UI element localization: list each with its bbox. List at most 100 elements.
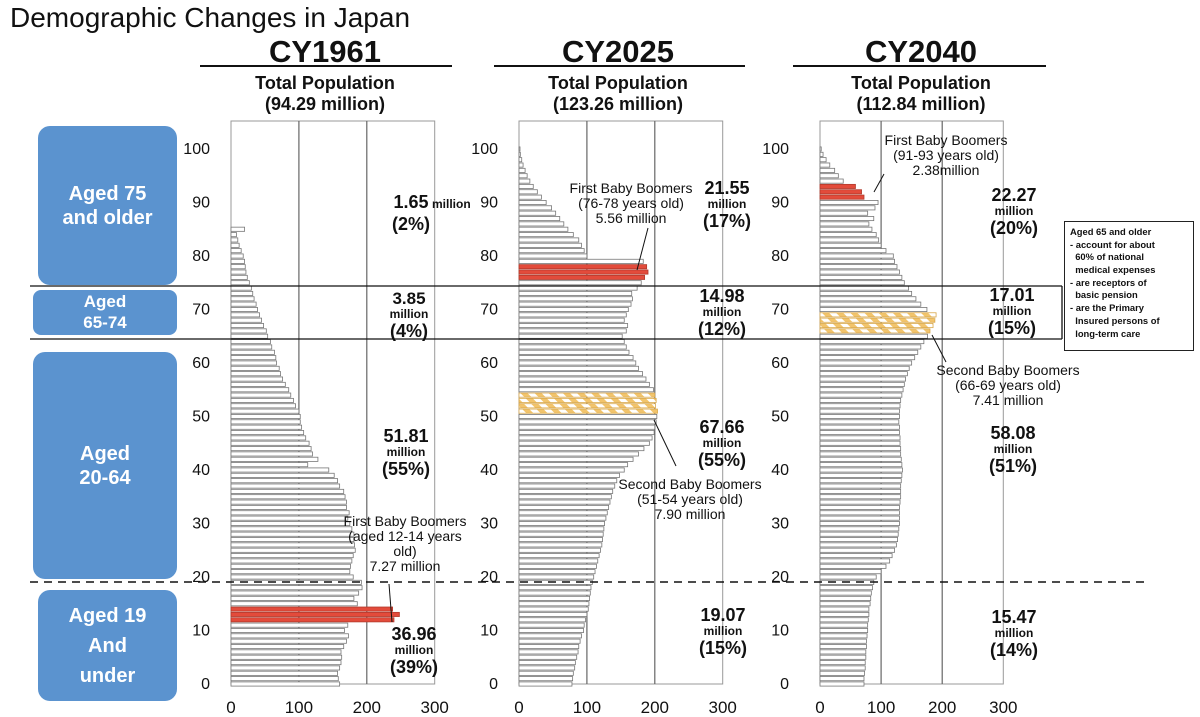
population-bar — [518, 462, 629, 468]
population-bar — [518, 595, 591, 601]
population-bar — [518, 654, 578, 660]
population-bar — [518, 574, 595, 580]
side-note-line: - are receptors of — [1070, 276, 1147, 288]
population-bar — [518, 601, 590, 607]
population-bar — [819, 446, 902, 452]
chart-subtitle: (112.84 million) — [856, 94, 985, 114]
population-bar — [819, 611, 870, 617]
population-bar — [518, 189, 538, 195]
population-bar — [518, 676, 574, 682]
age-group-label: Aged 75 — [68, 182, 147, 205]
y-tick-label: 0 — [201, 676, 210, 693]
population-bar — [819, 280, 905, 286]
population-bar — [518, 628, 584, 633]
pyramid-panel-cy2025: CY2025 Total Population(123.26 million) 0 1… — [471, 34, 761, 717]
population-bar — [819, 654, 867, 660]
population-bar — [819, 349, 919, 355]
y-tick-label: 100 — [762, 141, 789, 158]
population-bar — [819, 317, 936, 323]
population-bar — [819, 547, 895, 553]
side-note-line: - are the Primary — [1070, 302, 1144, 314]
population-bar — [230, 558, 353, 564]
population-bar — [819, 387, 904, 393]
population-bar — [518, 483, 616, 489]
population-bar — [819, 167, 836, 173]
population-bar — [819, 274, 903, 280]
population-bar — [819, 531, 899, 537]
population-bar — [518, 312, 627, 318]
population-bar — [518, 547, 601, 553]
population-bar — [518, 371, 643, 377]
age-group-label: and older — [62, 206, 153, 229]
annotation-leader — [388, 583, 393, 623]
population-bar — [230, 387, 290, 393]
y-tick-label: 80 — [480, 248, 498, 265]
population-bar — [819, 178, 844, 184]
population-bar — [819, 435, 901, 441]
population-bar — [518, 349, 630, 355]
population-bar — [518, 237, 580, 243]
population-bar — [518, 328, 627, 334]
boomer-annotation: First Baby Boomers — [885, 132, 1008, 148]
population-bar — [230, 622, 349, 628]
population-bar — [819, 205, 876, 211]
age-group-box: Aged 65-74 — [33, 290, 177, 335]
y-tick-label: 20 — [192, 569, 210, 586]
population-bar — [819, 151, 824, 157]
boomer-annotation: Second Baby Boomers — [618, 476, 761, 492]
population-bar — [518, 670, 574, 676]
population-bar — [230, 435, 307, 441]
x-tick-label: 0 — [815, 698, 824, 717]
population-bar — [518, 392, 656, 398]
population-bar — [518, 344, 627, 350]
population-bar — [518, 558, 599, 564]
population-bar — [230, 349, 275, 355]
group-total-share: (12%) — [698, 319, 746, 339]
boomer-annotation: (91-93 years old) — [893, 147, 999, 163]
group-total-unit: million — [395, 643, 434, 657]
population-bar — [230, 237, 239, 243]
population-bar — [819, 494, 902, 500]
population-bar — [230, 494, 346, 500]
y-tick-label: 80 — [771, 248, 789, 265]
population-bar — [819, 574, 877, 580]
population-bar — [819, 157, 827, 163]
population-bar — [230, 446, 312, 452]
group-total-share: (20%) — [990, 218, 1038, 238]
population-bar — [230, 542, 355, 548]
population-bar — [518, 446, 645, 452]
group-total-share: (17%) — [703, 211, 751, 231]
boomer-annotation: old) — [393, 543, 416, 559]
population-bar — [230, 344, 273, 350]
population-bar — [230, 312, 260, 318]
population-bar — [518, 585, 592, 591]
y-tick-label: 60 — [480, 355, 498, 372]
y-tick-label: 40 — [771, 462, 789, 479]
group-total-value: 3.85 — [392, 289, 425, 308]
y-tick-label: 0 — [489, 676, 498, 693]
population-bar — [230, 521, 351, 526]
population-bar — [819, 248, 887, 254]
group-total-unit: million — [993, 304, 1032, 318]
annotation-leader — [636, 227, 649, 271]
population-bar — [819, 649, 867, 655]
y-tick-label: 0 — [780, 676, 789, 693]
side-note-line: medical expenses — [1070, 264, 1156, 276]
population-bar — [230, 264, 246, 270]
population-bar — [518, 408, 658, 414]
population-bar — [518, 269, 649, 275]
population-bar — [819, 403, 901, 409]
population-bar — [230, 515, 349, 521]
page-title: Demographic Changes in Japan — [10, 2, 411, 33]
population-bar — [819, 478, 902, 484]
population-bar — [230, 681, 341, 687]
population-bar — [518, 515, 607, 521]
population-bar — [819, 440, 901, 446]
group-total-share: (4%) — [390, 321, 428, 341]
population-bar — [518, 403, 656, 409]
population-bar — [230, 381, 286, 387]
chart-title: CY1961 — [269, 34, 381, 69]
population-bar — [230, 504, 347, 510]
population-bar — [230, 654, 343, 660]
